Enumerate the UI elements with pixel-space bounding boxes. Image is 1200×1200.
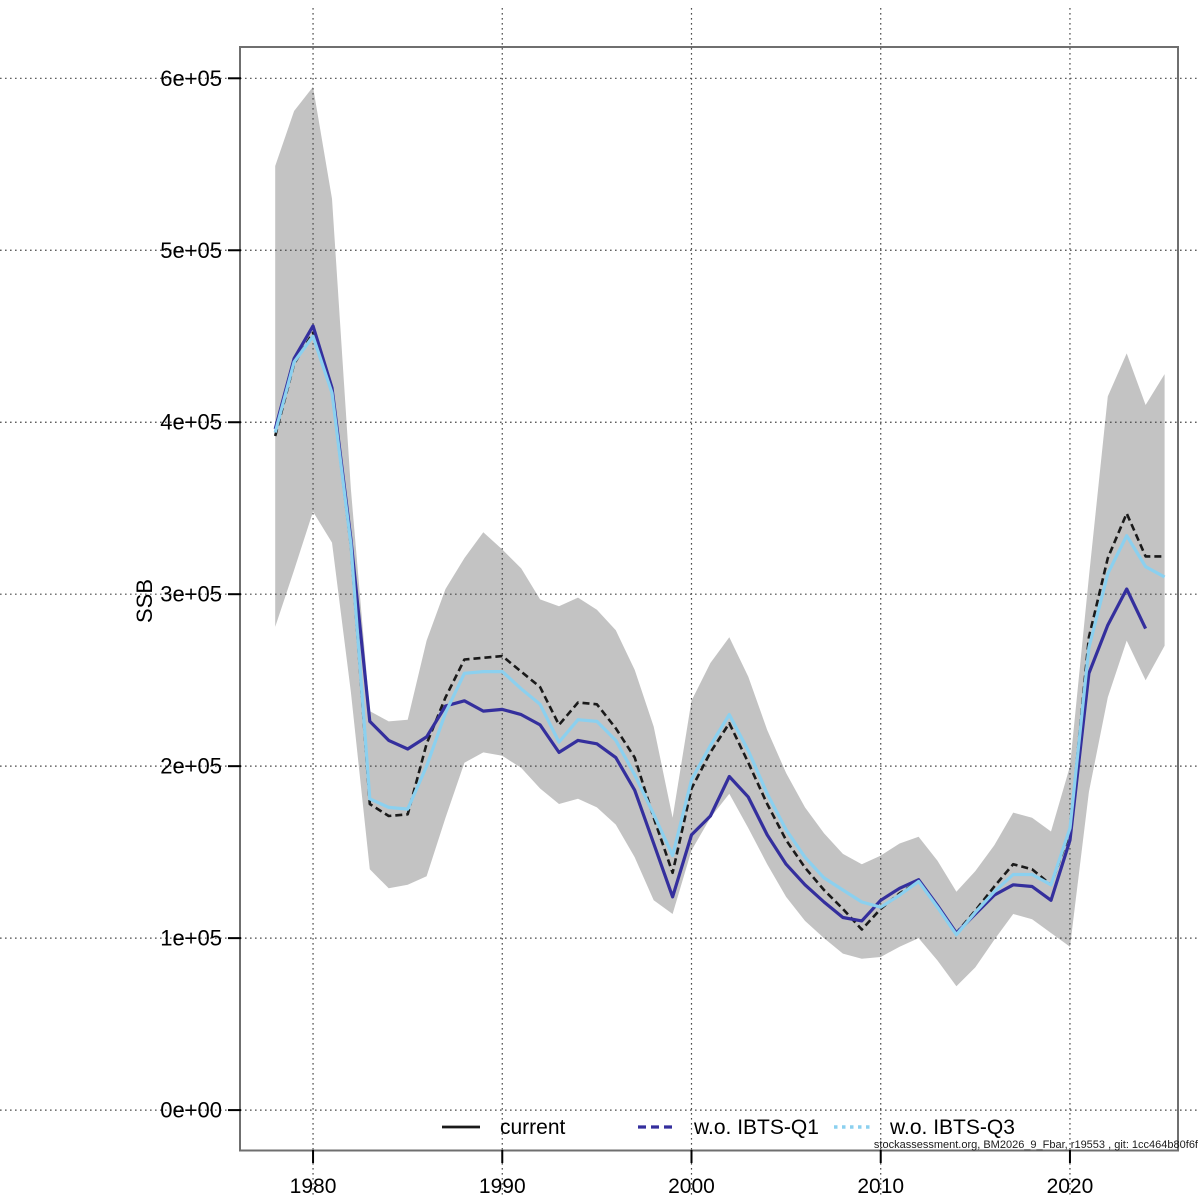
legend-label-wo-ibts-q3: w.o. IBTS-Q3 bbox=[889, 1116, 1015, 1139]
series-line-w-o-ibts-q3 bbox=[273, 334, 1166, 937]
legend: current w.o. IBTS-Q1 w.o. IBTS-Q3 bbox=[442, 1116, 1015, 1139]
confidence-band-layer bbox=[275, 86, 1165, 987]
plot-border bbox=[239, 46, 1179, 1152]
y-tick-label-1e+05: 1e+05 bbox=[160, 926, 222, 951]
grid-layer bbox=[0, 8, 1200, 1196]
y-tick-label-6e+05: 6e+05 bbox=[160, 66, 222, 91]
series-layer bbox=[273, 324, 1166, 937]
x-tick-label-2020: 2020 bbox=[1047, 1175, 1094, 1198]
legend-label-wo-ibts-q1: w.o. IBTS-Q1 bbox=[693, 1116, 819, 1139]
x-tick-label-1980: 1980 bbox=[290, 1175, 337, 1198]
y-tick-label-4e+05: 4e+05 bbox=[160, 410, 222, 435]
source-annotation: stockassessment.org, BM2026_9_Fbar, r195… bbox=[874, 1139, 1199, 1151]
axis-tick-layer bbox=[228, 77, 1071, 1163]
y-tick-label-2e+05: 2e+05 bbox=[160, 754, 222, 779]
y-tick-label-0e+00: 0e+00 bbox=[160, 1098, 222, 1123]
x-tick-label-1990: 1990 bbox=[479, 1175, 526, 1198]
confidence-band bbox=[275, 86, 1165, 987]
x-tick-label-2010: 2010 bbox=[857, 1175, 904, 1198]
axis-label-layer: 0e+00 1e+05 2e+05 3e+05 4e+05 5e+05 6e+05 1980 1… bbox=[160, 66, 1093, 1198]
series-line-current bbox=[273, 331, 1165, 935]
y-axis-title: SSB bbox=[132, 579, 157, 623]
legend-label-current: current bbox=[500, 1116, 566, 1139]
x-tick-label-2000: 2000 bbox=[668, 1175, 715, 1198]
y-tick-label-3e+05: 3e+05 bbox=[160, 582, 222, 607]
y-tick-label-5e+05: 5e+05 bbox=[160, 238, 222, 263]
series-line-w-o-ibts-q1 bbox=[273, 324, 1148, 935]
